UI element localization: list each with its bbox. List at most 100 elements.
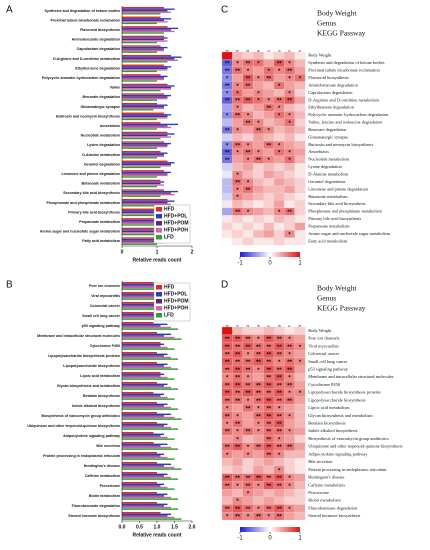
heatmap-cell	[294, 427, 306, 436]
bar	[122, 59, 178, 61]
heatmap-cell	[284, 237, 295, 246]
significance-mark: *	[236, 62, 239, 68]
significance-mark: **	[235, 368, 240, 374]
bar	[122, 240, 161, 242]
bar	[122, 488, 175, 490]
heatmap-cell	[263, 222, 275, 231]
bar	[122, 315, 161, 317]
heatmap-cell	[273, 458, 285, 467]
significance-mark: **	[266, 484, 271, 490]
bar	[122, 8, 175, 10]
heatmap-cell	[253, 163, 264, 171]
significance-mark: **	[256, 515, 261, 521]
significance-mark: **	[287, 368, 292, 374]
significance-mark: **	[266, 76, 271, 82]
heatmap-cell	[273, 230, 285, 238]
significance-mark: **	[256, 360, 261, 366]
significance-mark: **	[277, 353, 282, 359]
heatmap-cell	[284, 200, 295, 208]
heatmap-cell	[294, 140, 306, 149]
bar	[122, 436, 168, 439]
heatmap-cell	[221, 103, 233, 112]
heatmap-cell	[221, 489, 233, 497]
category-label: Aminobenzoate degradation	[72, 38, 120, 42]
heatmap-cell	[294, 230, 306, 238]
significance-mark: **	[225, 507, 230, 513]
heatmap-cell	[284, 512, 295, 521]
significance-mark: **	[256, 128, 261, 134]
category-label: Phosphonate and phosphinate metabolism	[47, 201, 120, 205]
bar	[122, 18, 171, 20]
significance-mark: **	[225, 399, 230, 405]
bar	[122, 366, 171, 369]
category-label: Adipocytokine signaling pathway	[63, 434, 120, 438]
heatmap-cell	[263, 326, 275, 335]
category-label: Peroxisome	[100, 484, 120, 488]
bar	[122, 512, 161, 514]
heatmap-cell	[263, 51, 275, 60]
bar	[122, 465, 164, 467]
significance-mark: **	[225, 430, 230, 436]
significance-mark: **	[235, 337, 240, 343]
row-label: Biosynthesis of vancomycin group antibio…	[308, 436, 389, 441]
bar	[122, 375, 161, 377]
heatmap-cell	[263, 207, 275, 216]
bar	[122, 386, 171, 389]
bar	[122, 415, 164, 417]
heatmap-cell	[294, 111, 306, 119]
legend-swatch	[156, 306, 162, 311]
bar	[122, 328, 178, 330]
bar	[122, 232, 157, 234]
row-label: Flavonoid biosynthesis	[308, 75, 349, 80]
heatmap-cell	[294, 458, 306, 467]
significance-mark: **	[246, 383, 251, 389]
heatmap-cell	[253, 222, 264, 231]
bar	[122, 54, 171, 57]
significance-mark: **	[287, 99, 292, 105]
category-label: Primary bile acid biosynthesis	[68, 210, 120, 214]
heatmap-cell	[273, 170, 285, 179]
significance-mark: *	[278, 437, 281, 443]
heatmap-cell	[273, 89, 285, 97]
bar	[122, 408, 178, 410]
category-label: Polycyclic aromatic hydrocarbon degradat…	[42, 76, 120, 80]
significance-mark: **	[235, 515, 240, 521]
bar	[122, 482, 157, 484]
bar	[122, 38, 164, 41]
significance-mark: *	[226, 407, 229, 413]
bar	[122, 128, 157, 130]
significance-mark: *	[257, 484, 260, 490]
bar	[122, 131, 168, 134]
category-label: D-Alanine metabolism	[82, 153, 120, 157]
bar	[122, 412, 157, 414]
significance-mark: **	[266, 345, 271, 351]
significance-mark: *	[257, 76, 260, 82]
significance-mark: **	[287, 210, 292, 216]
heatmap-cell	[242, 215, 254, 223]
bar	[122, 155, 164, 157]
heatmap-cell	[263, 89, 275, 97]
legend-label: HFD	[164, 207, 175, 213]
bar	[122, 396, 168, 399]
bar	[122, 316, 168, 319]
bar	[122, 123, 178, 126]
legend-swatch	[156, 228, 162, 233]
significance-mark: **	[277, 515, 282, 521]
bar	[122, 323, 168, 326]
bar	[122, 485, 161, 487]
heatmap-cell	[232, 465, 243, 474]
heatmap-cell	[242, 458, 254, 467]
x-tick-label: 0	[121, 249, 124, 255]
legend-swatch	[156, 214, 162, 219]
significance-mark: **	[266, 337, 271, 343]
row-label: Bile secretion	[308, 459, 333, 464]
bar	[122, 318, 175, 320]
heatmap-cell	[263, 111, 275, 119]
heatmap-cell	[284, 185, 295, 194]
bar	[122, 40, 168, 42]
bar	[122, 238, 164, 241]
row-label: Biotin metabolism	[308, 498, 341, 503]
bar	[122, 458, 175, 460]
heatmap-cell	[294, 66, 306, 75]
bar	[122, 102, 157, 105]
